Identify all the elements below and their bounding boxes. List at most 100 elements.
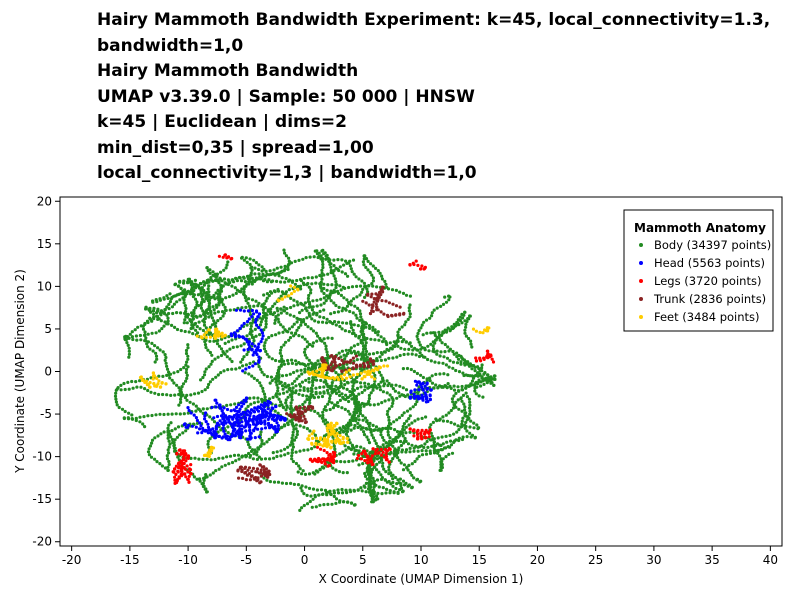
point-body [356, 324, 360, 328]
point-body [308, 499, 312, 504]
point-body [363, 474, 368, 478]
point-body [226, 368, 230, 372]
point-body [451, 406, 456, 410]
point-body [400, 325, 404, 329]
point-legs [428, 428, 432, 432]
point-body [433, 341, 437, 345]
point-body [332, 494, 336, 498]
point-trunk [330, 360, 334, 364]
point-feet [382, 364, 386, 368]
point-head [244, 367, 248, 371]
point-body [342, 263, 346, 267]
point-body [325, 321, 329, 325]
point-body [199, 314, 203, 318]
point-body [387, 442, 391, 446]
point-body [399, 346, 403, 350]
point-trunk [255, 470, 259, 474]
point-body [437, 330, 441, 334]
point-feet [374, 366, 378, 370]
point-head [257, 342, 261, 346]
point-body [310, 447, 314, 451]
point-trunk [379, 293, 383, 297]
point-head [254, 317, 258, 322]
point-trunk [302, 414, 306, 418]
point-body [166, 316, 170, 320]
point-body [428, 379, 432, 383]
point-body [119, 388, 123, 392]
point-body [359, 445, 363, 449]
point-body [220, 279, 224, 283]
point-body [329, 271, 333, 275]
legend-label-head: Head (5563 points) [654, 256, 765, 270]
point-body [280, 357, 284, 361]
point-trunk [256, 476, 260, 480]
point-body [183, 304, 187, 308]
point-body [363, 254, 367, 258]
point-body [182, 412, 186, 416]
point-body [262, 293, 266, 297]
point-body [492, 383, 496, 387]
point-body [379, 358, 383, 362]
point-body [324, 490, 328, 495]
point-body [373, 373, 377, 377]
point-body [208, 339, 212, 343]
point-head [231, 426, 235, 430]
point-body [279, 294, 283, 298]
point-body [248, 262, 252, 267]
point-body [330, 387, 334, 391]
point-legs [384, 452, 388, 456]
point-body [379, 433, 383, 437]
point-body [243, 296, 247, 300]
point-body [309, 305, 313, 309]
point-body [246, 277, 250, 281]
point-body [205, 490, 209, 494]
point-body [246, 440, 250, 444]
point-body [363, 416, 367, 420]
point-body [294, 423, 298, 427]
point-body [365, 355, 369, 359]
point-body [464, 391, 468, 395]
point-body [479, 384, 483, 388]
point-head [267, 415, 271, 419]
point-head [233, 332, 237, 336]
point-body [147, 453, 151, 457]
point-body [402, 352, 406, 357]
point-body [201, 328, 205, 333]
point-body [352, 323, 356, 327]
legend-label-body: Body (34397 points) [654, 238, 771, 252]
point-body [322, 282, 326, 286]
point-body [211, 471, 215, 475]
point-head [186, 406, 190, 410]
point-head [221, 415, 225, 419]
point-body [206, 439, 210, 443]
point-feet [318, 443, 322, 447]
point-body [173, 449, 177, 453]
point-body [281, 405, 285, 409]
point-body [292, 304, 296, 308]
point-body [435, 335, 439, 339]
point-legs [383, 455, 387, 459]
point-body [322, 291, 326, 296]
point-trunk [331, 366, 335, 370]
point-body [141, 422, 145, 426]
point-trunk [292, 415, 296, 419]
point-body [417, 454, 421, 458]
point-body [375, 494, 379, 498]
point-legs [419, 431, 423, 435]
point-legs [221, 255, 225, 259]
point-legs [387, 460, 391, 464]
point-body [458, 315, 462, 319]
point-body [188, 292, 193, 296]
point-body [447, 452, 451, 456]
point-body [412, 476, 416, 480]
point-head [235, 418, 239, 422]
point-body [369, 430, 373, 434]
point-body [284, 340, 288, 344]
point-body [357, 334, 361, 339]
point-body [374, 266, 378, 270]
point-body [191, 317, 195, 321]
point-body [289, 406, 293, 410]
point-body [377, 470, 381, 474]
point-body [286, 395, 290, 399]
point-body [249, 271, 253, 275]
